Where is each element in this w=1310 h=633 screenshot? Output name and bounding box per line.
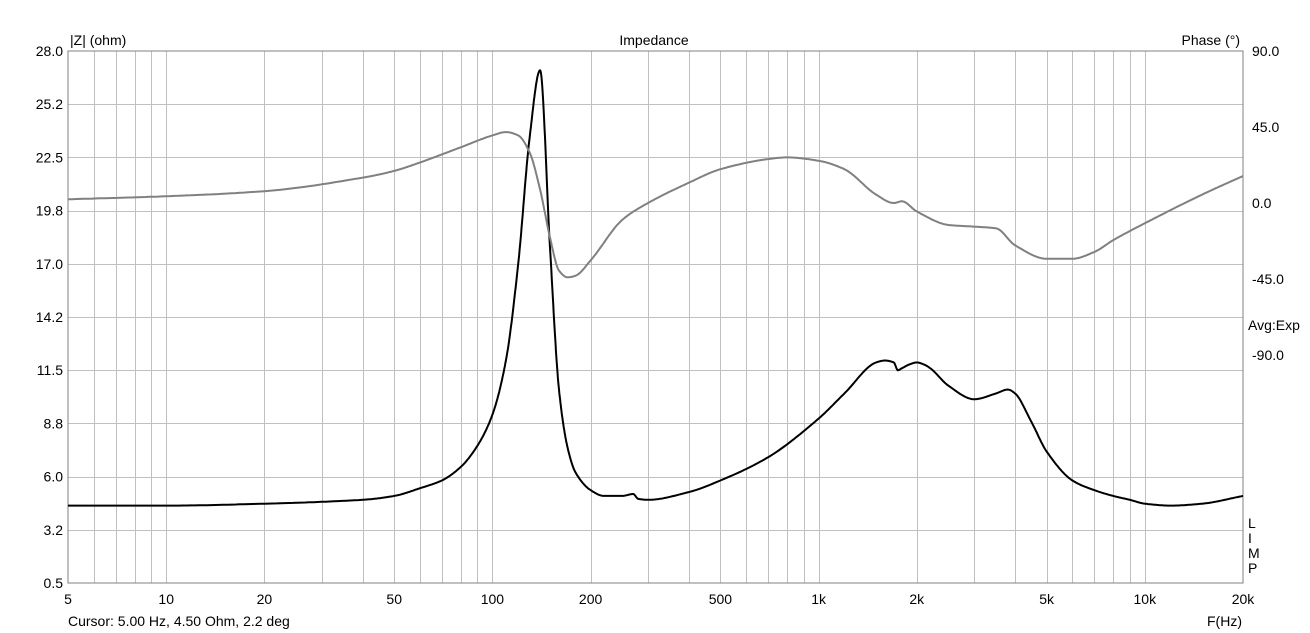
x-tick-label: 10 [158,591,174,607]
impedance-curve [68,69,1244,507]
plot-frame [67,50,1244,584]
y-left-tick-label: 0.5 [44,575,64,591]
x-tick-label: 20k [1232,591,1256,607]
x-tick-label: 100 [481,591,505,607]
y-left-tick-label: 11.5 [37,362,63,378]
x-tick-label: 500 [709,591,733,607]
y-right-tick-label: -90.0 [1252,347,1284,363]
phase-curve [67,131,1244,279]
y-left-tick-label: 8.8 [44,415,64,431]
x-tick-label: 1k [811,591,827,607]
x-tick-label: 5 [64,591,72,607]
y-right-tick-label: -45.0 [1252,271,1284,287]
y-right-axis-label: Phase (°) [1181,32,1240,48]
x-tick-label: 50 [386,591,402,607]
tick-labels: 5 10 20 50 100 200 500 1k 2k 5k 10k 20k 28.0 25.2 22.5… [36,43,1284,607]
y-right-tick-label: 0.0 [1252,195,1272,211]
series-layer [67,69,1244,507]
y-left-tick-label: 6.0 [44,469,64,485]
limp-letter: P [1248,560,1257,576]
x-axis-label: F(Hz) [1207,613,1242,629]
grid [68,51,1243,583]
cursor-readout: Cursor: 5.00 Hz, 4.50 Ohm, 2.2 deg [68,613,290,629]
y-left-tick-label: 19.8 [36,203,63,219]
limp-letter: L [1248,515,1256,531]
y-left-tick-label: 14.2 [36,309,63,325]
chart-title: Impedance [619,32,688,48]
x-tick-label: 200 [579,591,603,607]
y-right-tick-label: 45.0 [1252,119,1279,135]
y-left-tick-label: 22.5 [36,149,63,165]
x-tick-label: 5k [1039,591,1055,607]
x-tick-label: 2k [909,591,925,607]
x-tick-label: 10k [1134,591,1158,607]
y-left-axis-label: |Z| (ohm) [70,32,126,48]
limp-letter: M [1248,545,1260,561]
averaging-label: Avg:Exp [1248,317,1300,333]
y-left-tick-label: 3.2 [44,522,64,538]
y-left-tick-label: 28.0 [36,43,63,59]
x-tick-label: 20 [257,591,273,607]
y-left-tick-label: 17.0 [36,256,63,272]
limp-letter: I [1248,530,1252,546]
y-right-tick-label: 90.0 [1252,43,1279,59]
y-left-tick-label: 25.2 [36,96,63,112]
